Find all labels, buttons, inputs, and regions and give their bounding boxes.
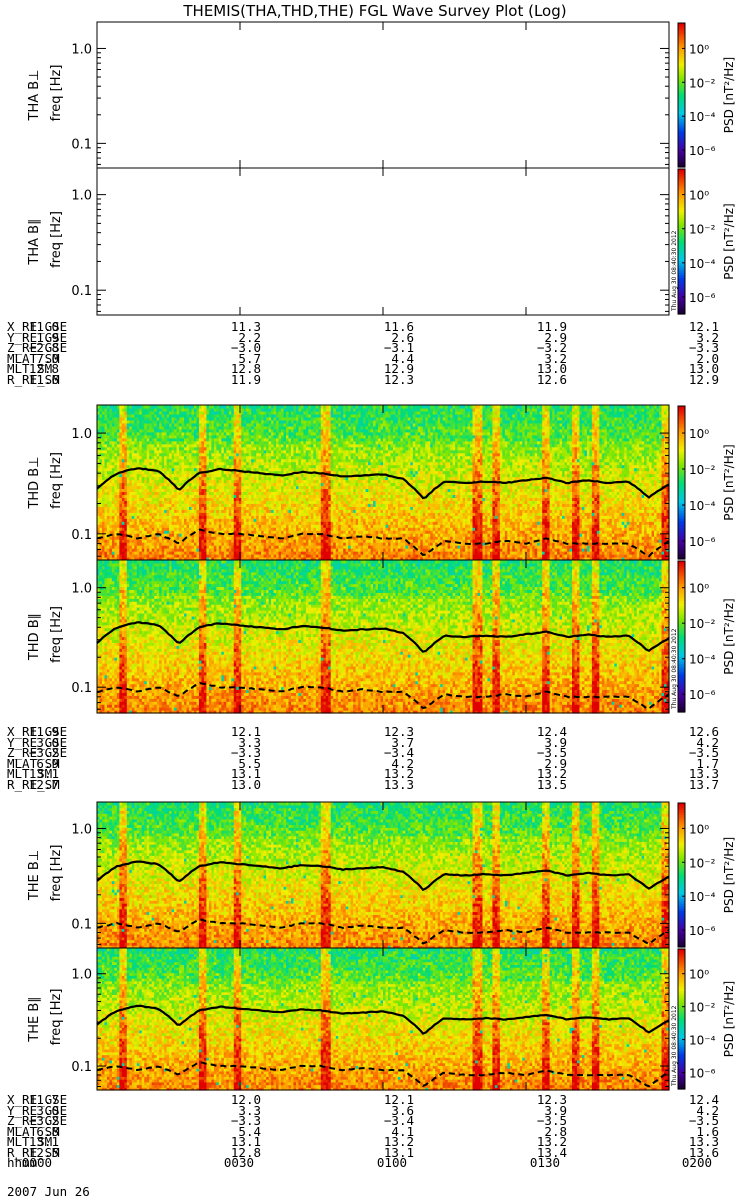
- x-tick-label: 0030: [218, 1158, 254, 1169]
- ephemeris-value: 11.9: [201, 375, 261, 386]
- colorbar-tick-label: 10⁰: [689, 42, 709, 56]
- colorbar-tick-label: 10⁻⁴: [689, 499, 716, 513]
- colorbar-label: PSD [nT²/Hz]: [722, 837, 736, 913]
- panel-frame: [97, 168, 669, 315]
- colorbar-label: PSD [nT²/Hz]: [722, 444, 736, 520]
- colorbar-label: PSD [nT²/Hz]: [722, 981, 736, 1057]
- y-tick-label: 1.0: [71, 42, 92, 57]
- panel-thd-bperp: 1.0 0.1 THD B⊥ freq [Hz] 10⁰ 10⁻² 10⁻⁴ 10⁻⁶ PSD …: [27, 405, 736, 561]
- timestamp-stamp: Thu Aug 30 08:40:30 2012: [671, 1005, 678, 1087]
- panel-tha-bpar: 1.0 0.1 THA B∥ freq [Hz] 10⁰ 10⁻² 10⁻⁴ 10⁻⁶ PSD …: [27, 168, 736, 315]
- colorbar: 10⁰ 10⁻² 10⁻⁴ 10⁻⁶ PSD [nT²/Hz]: [678, 949, 736, 1090]
- panel-yunit: freq [Hz]: [49, 606, 64, 663]
- y-tick-label: 0.1: [71, 681, 92, 696]
- colorbar-tick-label: 10⁰: [689, 582, 709, 596]
- colorbar: 10⁰ 10⁻² 10⁻⁴ 10⁻⁶ PSD [nT²/Hz]: [678, 406, 736, 560]
- colorbar-tick-label: 10⁰: [689, 427, 709, 441]
- colorbar-tick-label: 10⁰: [689, 968, 709, 982]
- y-tick-label: 0.1: [71, 284, 92, 299]
- colorbar-tick-label: 10⁻⁶: [689, 535, 716, 549]
- colorbar-tick-label: 10⁻⁴: [689, 257, 716, 271]
- colorbar-label: PSD [nT²/Hz]: [722, 203, 736, 279]
- ephemeris-value: 13.0: [201, 780, 261, 791]
- colorbar: 10⁰ 10⁻² 10⁻⁴ 10⁻⁶ PSD [nT²/Hz]: [678, 23, 736, 168]
- colorbar: 10⁰ 10⁻² 10⁻⁴ 10⁻⁶ PSD [nT²/Hz]: [678, 561, 736, 713]
- panel-ylabel: THE B∥: [27, 996, 42, 1042]
- colorbar-tick-label: 10⁻²: [689, 617, 716, 631]
- colorbar-tick-label: 10⁻²: [689, 76, 716, 90]
- panel-ylabel: THA B⊥: [27, 70, 42, 122]
- x-tick-label: 0130: [524, 1158, 560, 1169]
- y-tick-label: 0.1: [71, 528, 92, 543]
- spectrogram-thd-bperp: [97, 405, 670, 561]
- ephemeris-value: 13.3: [354, 780, 414, 791]
- colorbar-tick-label: 10⁻²: [689, 463, 716, 477]
- date-label: 2007 Jun 26: [7, 1187, 90, 1198]
- panel-yunit: freq [Hz]: [49, 211, 64, 268]
- panel-ylabel: THD B∥: [27, 613, 42, 661]
- colorbar-tick-label: 10⁻²: [689, 223, 716, 237]
- panel-ylabel: THE B⊥: [27, 850, 42, 901]
- panel-yunit: freq [Hz]: [49, 989, 64, 1046]
- colorbar-tick-label: 10⁻⁶: [689, 688, 716, 702]
- panel-the-bpar: 1.0 0.1 THE B∥ freq [Hz] 10⁰ 10⁻² 10⁻⁴ 10⁻⁶ PSD …: [27, 948, 736, 1091]
- colorbar-tick-label: 10⁻⁶: [689, 924, 716, 938]
- ephemeris-value: 12.6: [507, 375, 567, 386]
- y-tick-label: 1.0: [71, 582, 92, 597]
- colorbar-label: PSD [nT²/Hz]: [722, 598, 736, 674]
- y-tick-label: 1.0: [71, 968, 92, 983]
- panel-tha-bperp: 1.0 0.1 THA B⊥ freq [Hz] 10⁰ 10⁻² 10⁻⁴ 10⁻⁶ PSD …: [27, 22, 736, 168]
- panel-yunit: freq [Hz]: [49, 845, 64, 902]
- x-tick-label: 0200: [676, 1158, 712, 1169]
- spectrogram-thd-bpar: [97, 560, 670, 714]
- colorbar-tick-label: 10⁻⁶: [689, 291, 716, 305]
- ephemeris-value: 13.7: [659, 780, 719, 791]
- panel-ylabel: THA B∥: [27, 218, 42, 265]
- timestamp-stamp: Thu Aug 30 08:40:30 2012: [671, 230, 678, 312]
- colorbar-tick-label: 10⁻⁶: [689, 1067, 716, 1081]
- colorbar-tick-label: 10⁻⁴: [689, 890, 716, 904]
- colorbar-tick-label: 10⁰: [689, 822, 709, 836]
- y-tick-label: 1.0: [71, 189, 92, 204]
- colorbar-tick-label: 10⁻²: [689, 1001, 716, 1015]
- ephemeris-value: 12.7: [0, 780, 59, 791]
- panel-ylabel: THD B⊥: [27, 456, 42, 509]
- y-tick-label: 0.1: [71, 917, 92, 932]
- ephemeris-value: 12.9: [659, 375, 719, 386]
- panel-the-bperp: 1.0 0.1 THE B⊥ freq [Hz] 10⁰ 10⁻² 10⁻⁴ 10⁻⁶ PSD …: [27, 802, 736, 949]
- panel-frame: [97, 22, 669, 168]
- colorbar-tick-label: 10⁰: [689, 189, 709, 203]
- panel-yunit: freq [Hz]: [49, 452, 64, 509]
- colorbar-tick-label: 10⁻⁶: [689, 144, 716, 158]
- colorbar-tick-label: 10⁻⁴: [689, 110, 716, 124]
- panel-thd-bpar: 1.0 0.1 THD B∥ freq [Hz] 10⁰ 10⁻² 10⁻⁴ 10⁻⁶ PSD …: [27, 560, 736, 714]
- ephemeris-value: 13.5: [507, 780, 567, 791]
- y-tick-label: 1.0: [71, 822, 92, 837]
- ephemeris-value: 11.6: [0, 375, 59, 386]
- colorbar-label: PSD [nT²/Hz]: [722, 57, 736, 133]
- y-tick-label: 1.0: [71, 427, 92, 442]
- x-tick-label: 0000: [16, 1158, 52, 1169]
- ephemeris-value: 12.3: [354, 375, 414, 386]
- panel-yunit: freq [Hz]: [49, 65, 64, 122]
- colorbar: 10⁰ 10⁻² 10⁻⁴ 10⁻⁶ PSD [nT²/Hz]: [678, 169, 736, 315]
- plot-title: THEMIS(THA,THD,THE) FGL Wave Survey Plot…: [0, 2, 750, 20]
- colorbar-tick-label: 10⁻⁴: [689, 1034, 716, 1048]
- timestamp-stamp: Thu Aug 30 08:40:30 2012: [671, 628, 678, 710]
- colorbar: 10⁰ 10⁻² 10⁻⁴ 10⁻⁶ PSD [nT²/Hz]: [678, 803, 736, 948]
- y-tick-label: 0.1: [71, 1060, 92, 1075]
- x-tick-label: 0100: [371, 1158, 407, 1169]
- y-tick-label: 0.1: [71, 137, 92, 152]
- colorbar-tick-label: 10⁻⁴: [689, 653, 716, 667]
- colorbar-tick-label: 10⁻²: [689, 856, 716, 870]
